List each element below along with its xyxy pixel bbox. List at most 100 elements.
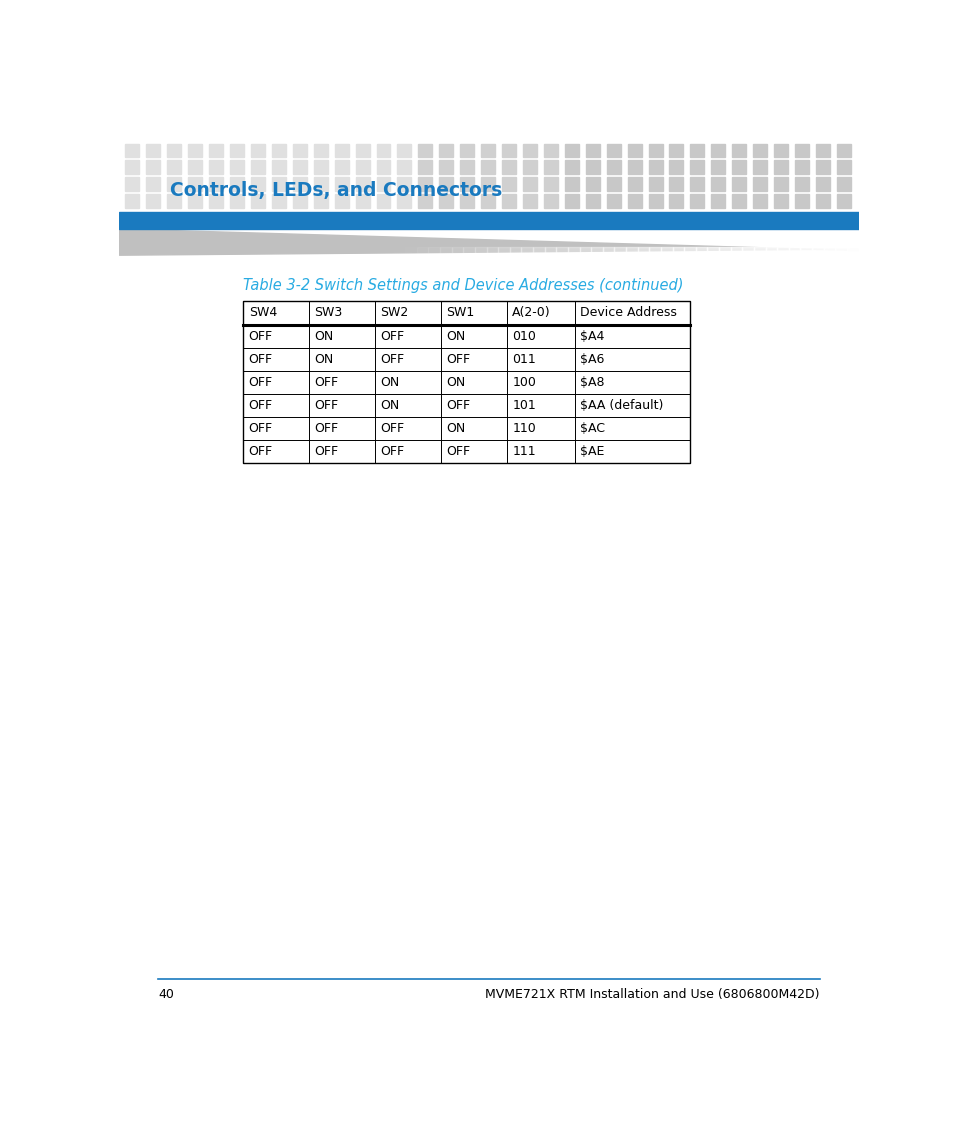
Bar [564, 177, 578, 191]
Bar [567, 246, 579, 253]
Bar [251, 143, 265, 157]
Text: A(2-0): A(2-0) [512, 307, 550, 319]
Bar [773, 143, 787, 157]
Bar [815, 143, 829, 157]
Bar [585, 160, 599, 174]
Bar [293, 143, 307, 157]
Text: ON: ON [446, 423, 465, 435]
Bar [167, 195, 181, 208]
Bar [335, 160, 348, 174]
Bar [475, 246, 486, 253]
Bar [794, 195, 808, 208]
Bar [397, 143, 411, 157]
Bar [836, 143, 850, 157]
Bar [480, 160, 495, 174]
Bar [376, 160, 390, 174]
Polygon shape [119, 229, 858, 255]
Bar [251, 195, 265, 208]
Bar [355, 143, 369, 157]
Bar [591, 246, 602, 253]
Bar [439, 177, 453, 191]
Bar [397, 177, 411, 191]
Bar [335, 195, 348, 208]
Bar [405, 246, 416, 253]
Bar [463, 246, 475, 253]
Bar [732, 143, 745, 157]
Bar [585, 177, 599, 191]
Bar [788, 246, 800, 253]
Bar [765, 246, 777, 253]
Bar [732, 195, 745, 208]
Bar [669, 177, 682, 191]
Text: SW4: SW4 [249, 307, 276, 319]
Bar [355, 177, 369, 191]
Bar [753, 177, 766, 191]
Bar [376, 177, 390, 191]
Bar [416, 246, 428, 253]
Bar [564, 160, 578, 174]
Bar [230, 195, 244, 208]
Bar [648, 143, 661, 157]
Bar [690, 177, 703, 191]
Text: OFF: OFF [380, 423, 404, 435]
Bar [741, 246, 753, 253]
Bar [753, 160, 766, 174]
Bar [230, 143, 244, 157]
Bar [314, 195, 328, 208]
Bar [119, 212, 858, 229]
Bar [501, 143, 516, 157]
Bar [418, 143, 432, 157]
Bar [815, 195, 829, 208]
Bar [418, 195, 432, 208]
Bar [209, 177, 223, 191]
Bar [719, 246, 730, 253]
Text: OFF: OFF [314, 423, 338, 435]
Text: 100: 100 [512, 376, 536, 389]
Bar [397, 160, 411, 174]
Text: OFF: OFF [249, 445, 273, 458]
Bar [125, 177, 139, 191]
Bar [794, 160, 808, 174]
Bar [773, 160, 787, 174]
Bar [822, 246, 835, 253]
Bar [707, 246, 719, 253]
Text: Table 3-2 Switch Settings and Device Addresses (continued): Table 3-2 Switch Settings and Device Add… [243, 278, 683, 293]
Bar [167, 177, 181, 191]
Bar [251, 160, 265, 174]
Bar [773, 177, 787, 191]
Bar [209, 143, 223, 157]
Bar [376, 143, 390, 157]
Bar [711, 195, 724, 208]
Text: OFF: OFF [314, 376, 338, 389]
Bar [439, 160, 453, 174]
Bar [606, 143, 620, 157]
Text: OFF: OFF [380, 330, 404, 342]
Bar [146, 195, 160, 208]
Bar [439, 246, 452, 253]
Text: 40: 40 [158, 988, 173, 1001]
Bar [794, 143, 808, 157]
Text: ON: ON [380, 398, 399, 412]
Bar [543, 177, 558, 191]
Bar [230, 160, 244, 174]
Bar [314, 160, 328, 174]
Bar [272, 177, 286, 191]
Bar [418, 177, 432, 191]
Bar [690, 160, 703, 174]
Bar [459, 160, 474, 174]
Bar [243, 301, 689, 463]
Bar [773, 195, 787, 208]
Text: $AE: $AE [579, 445, 604, 458]
Bar [251, 177, 265, 191]
Text: ON: ON [446, 376, 465, 389]
Bar [293, 160, 307, 174]
Bar [543, 195, 558, 208]
Bar [690, 143, 703, 157]
Bar [800, 246, 811, 253]
Bar [439, 143, 453, 157]
Bar [627, 143, 641, 157]
Text: OFF: OFF [380, 353, 404, 365]
Bar [314, 143, 328, 157]
Text: Controls, LEDs, and Connectors: Controls, LEDs, and Connectors [170, 181, 501, 200]
Bar [637, 246, 649, 253]
